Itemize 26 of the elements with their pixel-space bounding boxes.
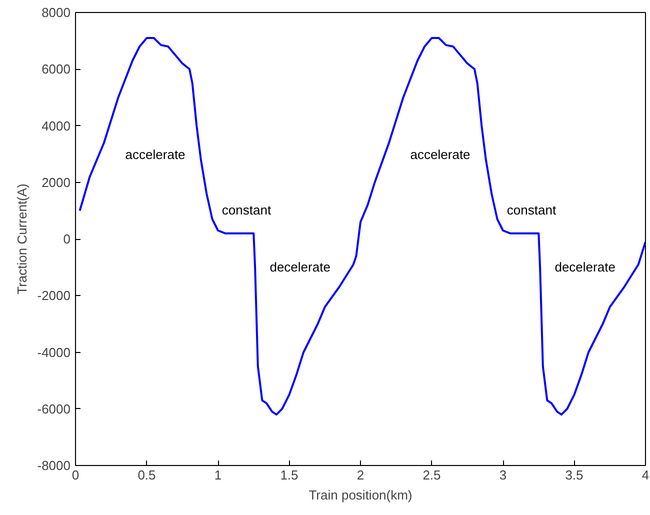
x-tick-label: 0.5 — [138, 468, 156, 482]
y-tick-label: -4000 — [37, 344, 70, 360]
y-tick-label: 8000 — [42, 5, 70, 20]
x-tick-label: 3 — [499, 468, 507, 482]
x-tick-label: 4 — [642, 468, 650, 482]
y-tick-label: 4000 — [42, 118, 70, 134]
x-tick-label: 3.5 — [565, 468, 584, 482]
annotation: constant — [506, 202, 556, 218]
y-tick-label: -2000 — [37, 288, 70, 304]
line-series — [78, 36, 646, 416]
x-tick-label: 1.5 — [280, 468, 298, 482]
y-tick-label: 0 — [63, 232, 71, 246]
annotation: decelerate — [270, 260, 330, 275]
y-tick-label: -8000 — [37, 458, 70, 473]
y-axis-title: Traction Current(A) — [14, 184, 30, 294]
y-tick-label: 6000 — [42, 62, 70, 77]
annotation: decelerate — [554, 260, 616, 275]
x-tick-label: 2 — [356, 468, 364, 482]
x-tick-label: 1 — [214, 468, 222, 482]
annotation: accelerate — [125, 146, 186, 162]
x-tick-label: 2.5 — [422, 468, 441, 482]
y-tick-label: 2000 — [42, 174, 70, 190]
x-axis-title: Train position(km) — [308, 488, 412, 502]
annotation: constant — [222, 202, 272, 218]
annotation: accelerate — [410, 146, 470, 162]
y-tick-label: -6000 — [37, 401, 70, 416]
